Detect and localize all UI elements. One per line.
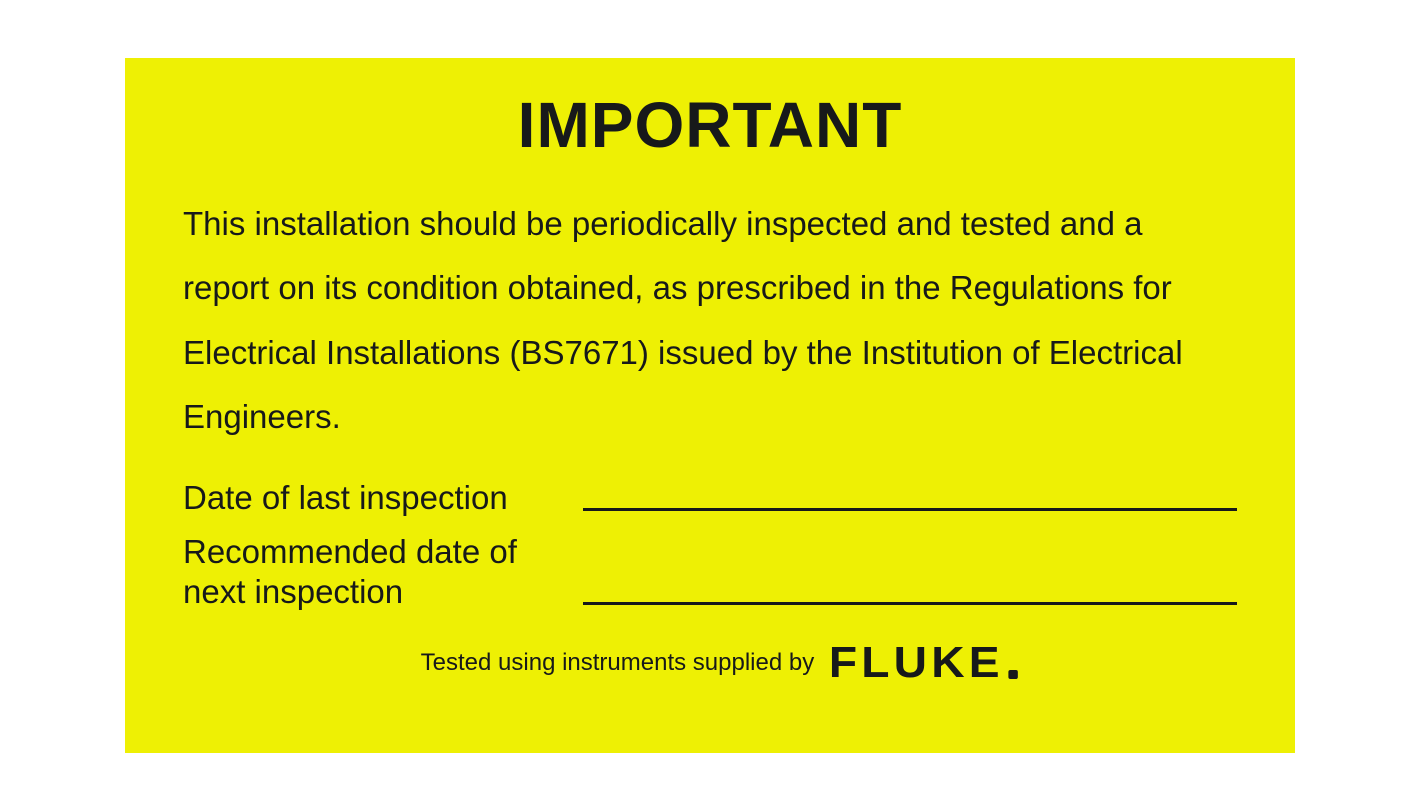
body-text: This installation should be periodically…: [183, 192, 1237, 449]
footer: Tested using instruments supplied by FLU…: [183, 641, 1237, 685]
brand-text: FLUKE: [829, 638, 1004, 687]
fields-container: Date of last inspection Recommended date …: [183, 469, 1237, 611]
brand-logo-fluke: FLUKE: [829, 641, 1004, 685]
write-in-line: [583, 508, 1237, 511]
heading-important: IMPORTANT: [183, 88, 1237, 162]
field-label: Recommended date of next inspection: [183, 532, 553, 611]
inspection-label-card: IMPORTANT This installation should be pe…: [125, 58, 1295, 753]
footer-prefix: Tested using instruments supplied by: [421, 649, 815, 677]
write-in-line: [583, 602, 1237, 605]
field-label: Date of last inspection: [183, 478, 553, 518]
brand-dot-icon: [1008, 670, 1017, 679]
field-row: Date of last inspection: [183, 469, 1237, 517]
field-row: Recommended date of next inspection: [183, 531, 1237, 611]
